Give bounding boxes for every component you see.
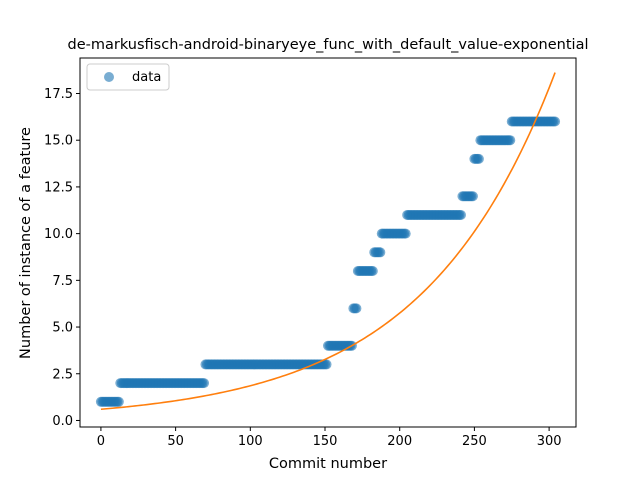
legend-data-marker: [104, 72, 114, 82]
y-tick-label: 10.0: [44, 227, 73, 242]
y-tick-label: 17.5: [44, 87, 73, 102]
data-point: [467, 191, 478, 202]
x-tick-label: 50: [167, 434, 184, 449]
axes-frame: [79, 57, 577, 428]
data-point: [375, 247, 386, 258]
y-tick-label: 0.0: [52, 414, 73, 429]
x-tick-label: 150: [313, 434, 338, 449]
x-tick-label: 300: [537, 434, 562, 449]
x-tick-label: 200: [387, 434, 412, 449]
plot-area: [79, 57, 577, 428]
y-axis-label: Number of instance of a feature: [18, 127, 34, 359]
chart-title: de-markusfisch-android-binaryeye_func_wi…: [68, 37, 589, 53]
y-tick-label: 7.5: [52, 274, 73, 289]
fit-line: [100, 72, 556, 411]
legend-box: [86, 63, 170, 91]
data-point: [455, 209, 466, 220]
y-tick-label: 5.0: [52, 321, 73, 336]
data-point: [400, 228, 411, 239]
data-point: [473, 153, 484, 164]
data-point: [550, 116, 561, 127]
x-tick-label: 250: [462, 434, 487, 449]
y-tick-label: 12.5: [44, 180, 73, 195]
legend-data-label: data: [132, 70, 161, 85]
x-tick-label: 0: [97, 434, 105, 449]
x-axis: 0 50 100 150 200 250 300: [97, 427, 562, 449]
y-tick-label: 2.5: [52, 367, 73, 382]
x-axis-label: Commit number: [269, 456, 387, 472]
data-point: [505, 135, 516, 146]
y-tick-label: 15.0: [44, 134, 73, 149]
data-point: [367, 265, 378, 276]
y-axis: 0.0 2.5 5.0 7.5 10.0 12.5 15.0 17.5: [44, 87, 80, 429]
data-point: [351, 303, 362, 314]
legend: data: [86, 63, 170, 91]
data-point: [321, 359, 332, 370]
data-points: [95, 116, 561, 407]
data-point: [199, 378, 209, 389]
x-tick-label: 100: [238, 434, 263, 449]
data-point: [113, 396, 124, 407]
